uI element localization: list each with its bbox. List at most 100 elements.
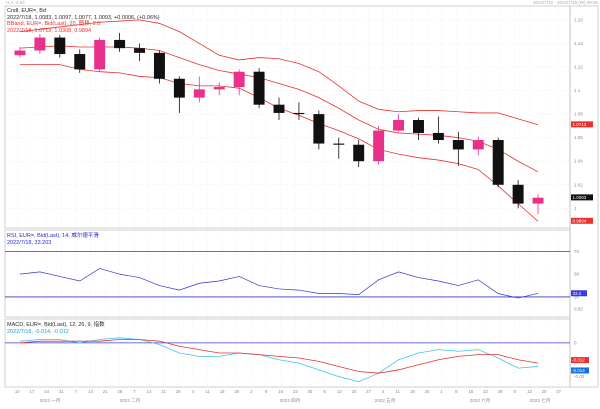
macd-legend-values: 2022/7/18, -0.014, -0.012: [7, 328, 69, 335]
x-day-tick-label: 14: [147, 389, 152, 394]
candle-down: [452, 140, 464, 150]
price-legend-title: Cndl, EUR=, Bd: [7, 8, 46, 14]
macd-series: [5, 337, 570, 383]
x-day-tick-label: 13: [527, 389, 532, 394]
x-day-tick-label: 11: [205, 389, 210, 394]
x-day-tick-label: 18: [220, 389, 225, 394]
x-day-tick-label: 25: [234, 389, 239, 394]
x-day-tick-label: 6: [323, 389, 326, 394]
x-day-tick-label: 18: [410, 389, 415, 394]
candle-down: [492, 140, 504, 185]
price-tick-label: 1.02: [574, 182, 583, 187]
price-value-tag: [571, 121, 593, 128]
candle-down: [114, 39, 126, 49]
x-day-tick-label: 10: [15, 389, 20, 394]
price-tick-label: 1.06: [574, 135, 583, 140]
candle-up: [193, 89, 205, 98]
x-day-tick-label: 22: [483, 389, 488, 394]
x-day-tick-label: 23: [293, 389, 298, 394]
candle-up: [532, 197, 544, 204]
x-day-tick-label: 11: [396, 389, 401, 394]
gridlines: [5, 6, 570, 387]
candle-up: [472, 140, 484, 150]
x-month-label: 2022 六月: [470, 397, 491, 404]
price-tick-label: 1.12: [574, 65, 583, 70]
x-day-tick-label: 1: [440, 389, 443, 394]
rsi-legend-title: RSI, EUR=, Bid(Last), 14, 威尔德平滑: [7, 233, 99, 239]
x-day-tick-label: 21: [103, 389, 108, 394]
rsi-series: [5, 250, 570, 299]
price-value-tag-label: 1.0093: [573, 195, 587, 200]
macd-signal-tag: [571, 357, 589, 364]
candle-down: [273, 104, 285, 113]
x-day-tick-label: 8: [455, 389, 458, 394]
x-month-label: 2022 四月: [280, 398, 301, 404]
candle-down: [153, 52, 165, 79]
x-month-label: 2022 一月: [40, 398, 61, 404]
candle-up: [373, 130, 385, 162]
x-month-label: 2022 二月: [120, 398, 141, 404]
candle-up: [393, 120, 405, 131]
macd-signal-line: [19, 339, 539, 374]
x-day-tick-label: 6: [514, 389, 517, 394]
rsi-tick-label: 50: [574, 272, 580, 277]
rsi-value-tag-label: 33.2: [573, 291, 582, 296]
candle-up: [34, 37, 46, 51]
x-day-tick-label: 4: [192, 389, 195, 394]
x-day-tick-label: 7: [75, 389, 78, 394]
x-day-tick-label: 29: [498, 389, 503, 394]
price-tick-label: 1.04: [574, 159, 583, 164]
top-left-label: H.A. 4:54: [6, 0, 25, 5]
price-tick-label: 1: [574, 206, 577, 211]
x-day-tick-label: 15: [469, 389, 474, 394]
price-tick-label: 1.08: [574, 112, 583, 117]
x-day-tick-label: 28: [176, 389, 181, 394]
x-day-tick-label: 24: [44, 389, 49, 394]
x-day-tick-label: 27: [556, 389, 561, 394]
bband-upper-line: [19, 19, 539, 126]
x-day-tick-label: 2: [250, 389, 253, 394]
macd-line: [19, 337, 539, 383]
macd-value-tag-label: -0.014: [572, 368, 585, 373]
macd-tick-label: -0.02: [574, 374, 585, 379]
macd-legend-title: MACD, EUR=, Bid(Last), 12, 26, 9, 指数: [7, 322, 105, 328]
top-right-label: 2022/7/18 · 2022/7/18 (W) 09:05: [533, 0, 599, 5]
candle-down: [54, 37, 66, 55]
macd-signal-tag-label: -0.012: [572, 358, 585, 363]
price-tick-label: 1.14: [574, 41, 583, 46]
candle-up: [213, 87, 225, 90]
candle-up: [14, 50, 26, 56]
x-day-tick-label: 7: [133, 389, 136, 394]
candle-down: [353, 144, 365, 162]
bband-legend-values: 2022/7/18, 1.0713, 1.0308, 0.9894: [7, 27, 92, 34]
rsi-legend-values: 2022/7/18, 33.203: [7, 239, 52, 246]
candle-down: [74, 54, 86, 70]
rsi-tick-label: 70: [574, 249, 580, 254]
candle-down: [253, 71, 265, 105]
x-day-tick-label: 9: [265, 389, 268, 394]
candle-down: [432, 132, 444, 141]
candle-down: [173, 78, 185, 98]
price-tick-label: 1.16: [574, 17, 583, 22]
price-value-tag-label: 0.9894: [573, 218, 587, 223]
x-day-tick-label: 17: [30, 389, 35, 394]
macd-tick-label: 0.02: [574, 307, 583, 312]
macd-legend: MACD, EUR=, Bid(Last), 12, 26, 9, 指数 202…: [7, 322, 105, 335]
macd-value-tag: [571, 367, 589, 374]
x-day-tick-label: 28: [117, 389, 122, 394]
x-day-tick-label: 20: [542, 389, 547, 394]
candle-down: [333, 143, 345, 145]
candle-down: [134, 48, 145, 53]
x-day-tick-label: 30: [308, 389, 313, 394]
price-legend: Cndl, EUR=, Bd 2022/7/18, 1.0083, 1.0097…: [7, 8, 160, 34]
rsi-legend: RSI, EUR=, Bid(Last), 14, 威尔德平滑 2022/7/1…: [7, 233, 99, 246]
bband-legend-title: BBand, EUR=, Bid(Last), 20, 簡移, 2.0: [7, 21, 101, 27]
candle-down: [293, 112, 305, 115]
x-day-tick-label: 16: [278, 389, 283, 394]
candle-down: [512, 184, 524, 204]
price-tick-label: 1.1: [574, 88, 581, 93]
x-month-label: 2022 五月: [375, 398, 396, 404]
rsi-tick-label: 30: [574, 294, 580, 299]
